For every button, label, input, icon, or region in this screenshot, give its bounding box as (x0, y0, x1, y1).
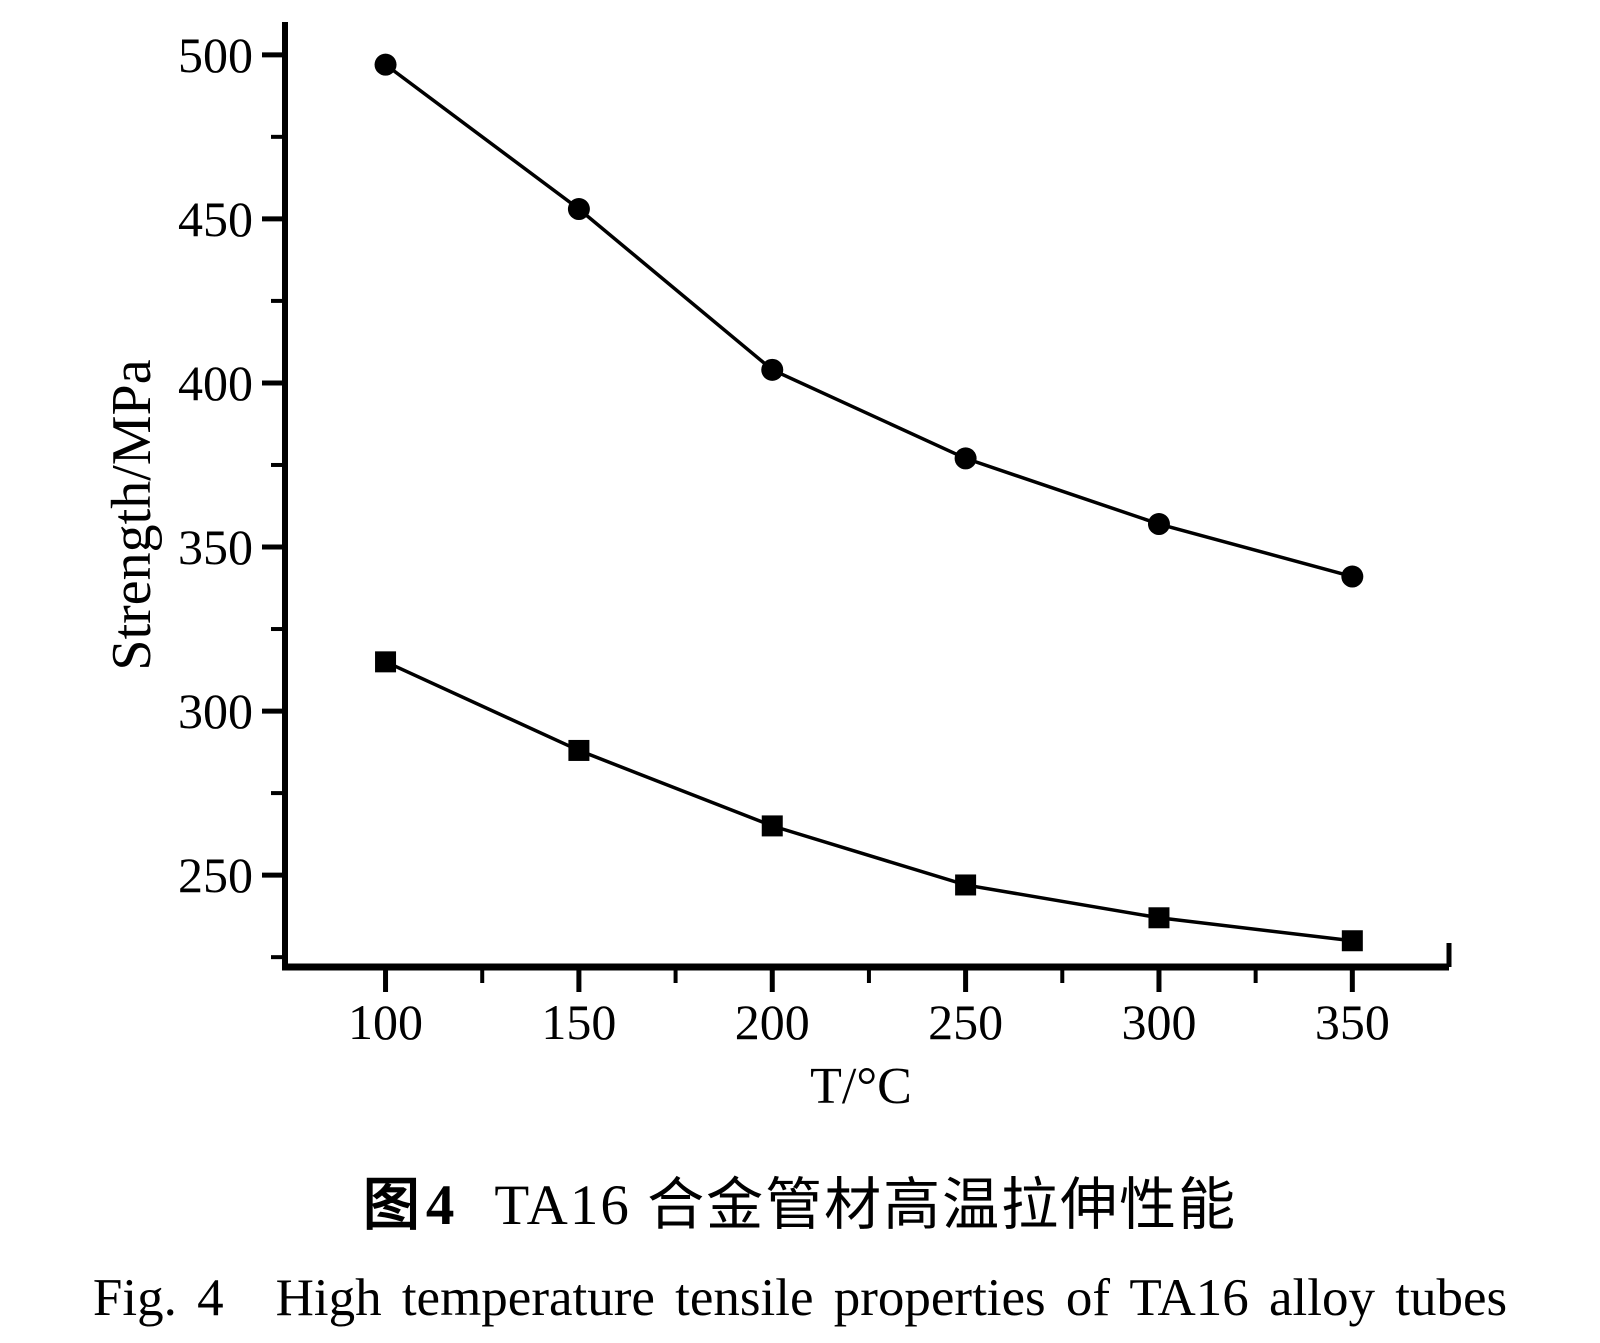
series-line-tensile-strength (384, 63, 1353, 579)
x-tick-label: 300 (1121, 994, 1196, 1050)
x-tick-label: 350 (1315, 994, 1390, 1050)
tick-labels: 250 300 350 400 450 500 100 150 200 250 300 350 (178, 27, 1390, 1050)
y-tick-label: 450 (178, 191, 253, 247)
y-tick-label: 500 (178, 27, 253, 83)
marker-square-yield-strength (761, 815, 783, 837)
marker-circle-tensile-strength (1341, 565, 1364, 588)
y-tick-label: 250 (178, 847, 253, 903)
marker-square-yield-strength (1148, 907, 1170, 929)
x-tick-label: 250 (928, 994, 1003, 1050)
x-axis-label: T/°C (810, 1058, 912, 1115)
x-tick-label: 150 (541, 994, 616, 1050)
axes (282, 22, 1452, 971)
tick-marks (262, 52, 1355, 992)
caption-chinese: 图4 TA16 合金管材高温拉伸性能 (0, 1172, 1600, 1240)
marker-square-yield-strength (568, 739, 590, 761)
caption-chinese-text: TA16 合金管材高温拉伸性能 (494, 1174, 1238, 1237)
series-line-yield-strength (384, 660, 1353, 943)
x-tick-label: 100 (348, 994, 423, 1050)
marker-circle-tensile-strength (567, 198, 590, 221)
marker-circle-tensile-strength (1147, 513, 1170, 536)
y-tick-label: 400 (178, 355, 253, 411)
marker-square-yield-strength (955, 874, 977, 896)
caption-chinese-figure-number: 图4 (362, 1174, 461, 1237)
marker-square-yield-strength (1341, 930, 1363, 952)
y-tick-label: 300 (178, 683, 253, 739)
y-axis-label: Strength/MPa (101, 359, 163, 670)
marker-circle-tensile-strength (954, 447, 977, 470)
caption-english: Fig. 4 High temperature tensile propertie… (0, 1266, 1600, 1330)
y-tick-label: 350 (178, 519, 253, 575)
caption-english-figure-number: Fig. 4 (92, 1269, 224, 1327)
line-chart: 250 300 350 400 450 500 100 150 200 250 300 350 Str… (101, 22, 1452, 1115)
x-tick-label: 200 (735, 994, 810, 1050)
marker-circle-tensile-strength (761, 358, 784, 381)
caption-english-text: High temperature tensile properties of T… (275, 1269, 1508, 1327)
data-series (374, 53, 1364, 952)
marker-circle-tensile-strength (374, 53, 397, 76)
marker-square-yield-strength (375, 651, 397, 673)
